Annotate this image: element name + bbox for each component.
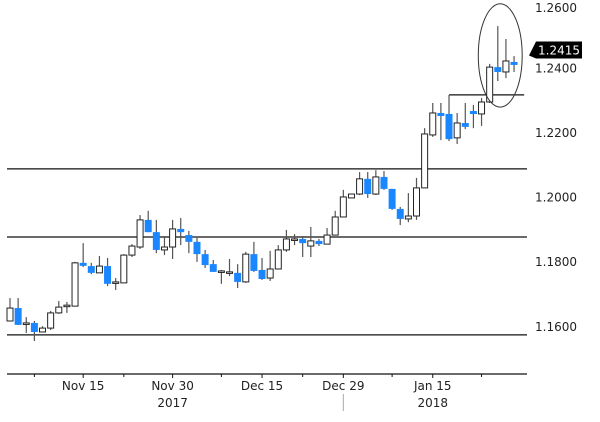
candle-body-up bbox=[6, 307, 14, 322]
candle-body-down bbox=[201, 254, 209, 266]
candle-body-up bbox=[112, 281, 120, 284]
candle-body-down bbox=[388, 188, 396, 209]
candle-body-up bbox=[47, 312, 55, 329]
y-tick-label: 1.2200 bbox=[535, 126, 577, 140]
candle-body-down bbox=[104, 266, 112, 284]
candle-body-up bbox=[266, 268, 274, 279]
candle-body-down bbox=[258, 269, 266, 279]
candle-body-up bbox=[356, 178, 364, 195]
candle-body-down bbox=[510, 61, 518, 65]
candle-body-down bbox=[79, 262, 87, 266]
candle-body-down bbox=[144, 219, 152, 233]
candle-body-down bbox=[299, 238, 307, 244]
candle-body-up bbox=[22, 322, 30, 325]
candle-body-down bbox=[234, 272, 242, 282]
y-tick-label: 1.1600 bbox=[535, 320, 577, 334]
candle-body-up bbox=[63, 304, 71, 308]
candle-body-up bbox=[128, 245, 136, 256]
candle-body-down bbox=[396, 208, 404, 219]
candle-body-up bbox=[95, 265, 103, 274]
candle-body-up bbox=[242, 253, 250, 283]
annotations bbox=[477, 3, 523, 108]
candle-body-down bbox=[30, 322, 38, 332]
last-price-badge-shape bbox=[529, 41, 582, 59]
highlight-ellipse bbox=[477, 3, 523, 108]
x-year-label: 2017 bbox=[157, 396, 188, 410]
candle-body-up bbox=[404, 215, 412, 220]
candle-body-up bbox=[39, 327, 47, 333]
x-tick-label: Dec 29 bbox=[322, 379, 364, 393]
candle-body-up bbox=[160, 246, 168, 251]
y-tick-label: 1.2600 bbox=[535, 1, 577, 15]
candle-body-down bbox=[87, 266, 95, 273]
x-axis: Nov 15 Nov 30 Dec 15 Dec 29 Jan 15 2017 2018 bbox=[7, 373, 527, 411]
candle-body-up bbox=[169, 228, 177, 248]
candle-body-up bbox=[421, 133, 429, 189]
y-tick-label: 1.2000 bbox=[535, 191, 577, 205]
candle-body-up bbox=[478, 101, 486, 115]
x-tick-label: Nov 15 bbox=[62, 379, 105, 393]
candle-body-down bbox=[445, 113, 453, 140]
candle-body-up bbox=[339, 196, 347, 218]
y-tick-label: 1.2400 bbox=[535, 61, 577, 75]
candle-body-up bbox=[347, 193, 355, 199]
candle-body-up bbox=[323, 234, 331, 245]
x-year-label: 2018 bbox=[417, 396, 448, 410]
candle-body-up bbox=[282, 238, 290, 251]
candle-body-down bbox=[380, 176, 388, 189]
y-axis: 1.2600 1.2400 1.2200 1.2000 1.1800 1.1600 bbox=[535, 1, 577, 334]
candle-body-down bbox=[177, 228, 185, 233]
candle-body-down bbox=[494, 67, 502, 72]
candle-body-down bbox=[250, 254, 258, 271]
candle-body-down bbox=[185, 235, 193, 242]
candle-body-up bbox=[55, 306, 63, 314]
candles bbox=[6, 26, 518, 342]
candle-body-up bbox=[291, 238, 299, 241]
candle-body-down bbox=[209, 264, 217, 272]
candle-body-up bbox=[413, 187, 420, 217]
candle-body-up bbox=[372, 176, 380, 195]
candle-body-up bbox=[429, 112, 437, 136]
y-tick-label: 1.1800 bbox=[535, 255, 577, 269]
candle-body-down bbox=[14, 308, 22, 325]
candle-body-down bbox=[315, 240, 323, 245]
candle-body-down bbox=[461, 122, 469, 127]
candle-body-up bbox=[226, 271, 234, 274]
candle-body-down bbox=[193, 241, 201, 255]
x-tick-label: Nov 30 bbox=[151, 379, 194, 393]
horizontal-levels bbox=[7, 94, 527, 336]
candle-body-up bbox=[120, 254, 128, 284]
candle-body-up bbox=[307, 240, 315, 247]
candle-body-down bbox=[469, 111, 477, 115]
candle-body-up bbox=[274, 249, 282, 270]
candle-body-down bbox=[364, 178, 372, 195]
candle-body-up bbox=[331, 216, 339, 236]
x-tick-label: Jan 15 bbox=[413, 379, 452, 393]
candle-body-down bbox=[152, 232, 160, 250]
candle-body-down bbox=[437, 112, 445, 116]
candle-body-up bbox=[217, 270, 225, 273]
candle-body-up bbox=[502, 60, 510, 73]
candle-body-up bbox=[136, 219, 144, 248]
candle-body-up bbox=[453, 122, 461, 139]
last-price-label: 1.2415 bbox=[538, 44, 580, 58]
candle-body-up bbox=[71, 262, 79, 307]
x-tick-label: Dec 15 bbox=[241, 379, 283, 393]
last-price-badge: 1.2415 bbox=[529, 41, 582, 59]
candle-body-up bbox=[486, 66, 494, 103]
